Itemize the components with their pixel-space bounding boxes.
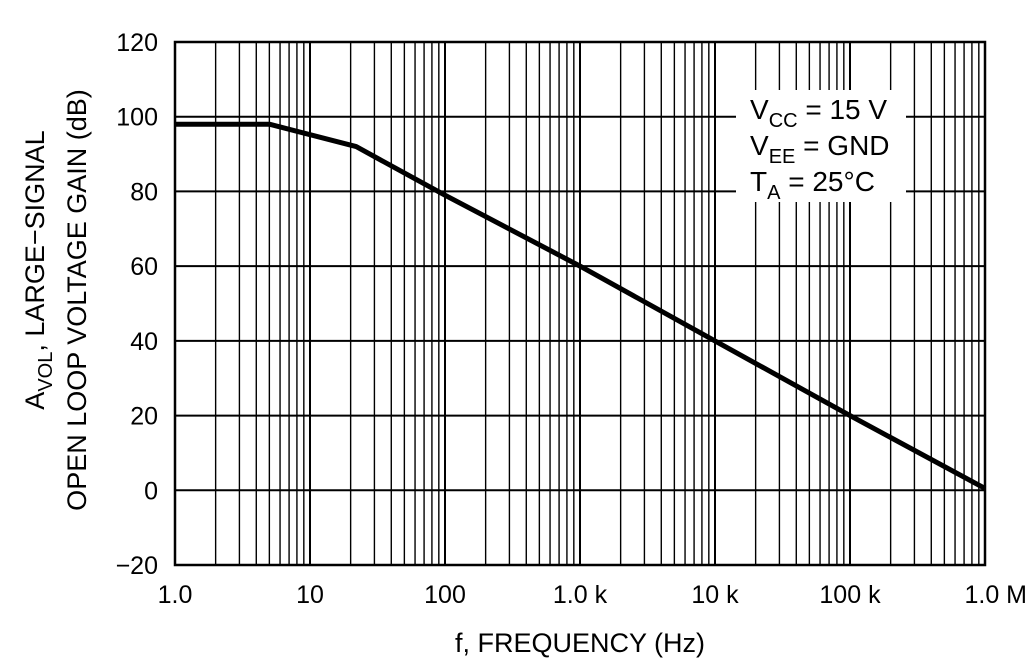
x-tick-label: 100: [424, 581, 466, 609]
annotation-vee: VEE = GND: [750, 130, 890, 168]
y-tick-label: 100: [116, 104, 158, 132]
y-axis-title: AVOL, LARGE−SIGNAL OPEN LOOP VOLTAGE GAI…: [20, 89, 92, 511]
y-tick-label: 60: [130, 253, 158, 281]
y-tick-label: 0: [144, 477, 158, 505]
x-tick-label: 1.0 M: [964, 581, 1027, 609]
series-line: [175, 121, 987, 491]
y-tick-label: 40: [130, 328, 158, 356]
y-tick-label: 80: [130, 178, 158, 206]
x-tick-label: 100 k: [819, 581, 881, 609]
x-axis-title: f, FREQUENCY (Hz): [455, 628, 705, 658]
y-axis-title-line2: OPEN LOOP VOLTAGE GAIN (dB): [62, 89, 92, 511]
x-tick-label: 1.0 k: [553, 581, 608, 609]
plot-frame: [173, 40, 987, 567]
x-tick-label: 1.0: [158, 581, 193, 609]
x-tick-label: 10: [296, 581, 324, 609]
x-tick-label: 10 k: [691, 581, 739, 609]
y-tick-label: 20: [130, 403, 158, 431]
series: [175, 121, 987, 491]
y-tick-label: 120: [116, 29, 158, 57]
annotation-ta: TA = 25°C: [750, 166, 875, 204]
annotation: VCC = 15 V VEE = GND TA = 25°C: [750, 94, 890, 204]
x-tick-labels: 1.0 10 100 1.0 k 10 k 100 k 1.0 M: [158, 581, 1027, 609]
y-axis-title-line1: AVOL, LARGE−SIGNAL: [20, 130, 57, 409]
y-tick-labels: −20 0 20 40 60 80 100 120: [116, 29, 158, 580]
y-tick-label: −20: [116, 552, 158, 580]
annotation-background: [736, 90, 906, 202]
annotation-vcc: VCC = 15 V: [750, 94, 887, 132]
